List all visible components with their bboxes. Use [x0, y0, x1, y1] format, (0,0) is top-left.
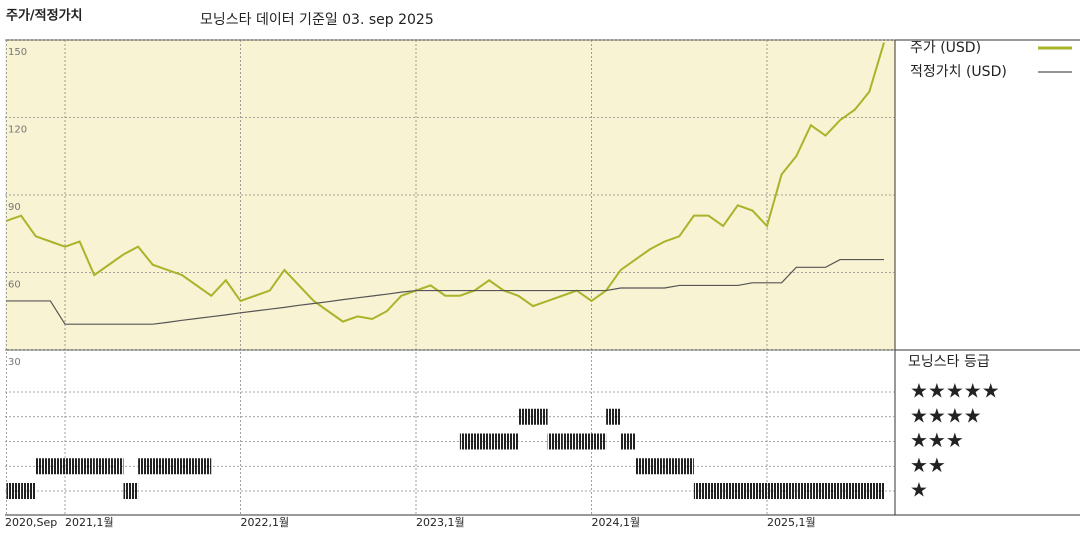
rating-bar: [123, 483, 139, 499]
rating-bar: [518, 408, 533, 425]
rating-title: 모닝스타 등급: [908, 354, 990, 370]
rating-bar: [884, 483, 885, 499]
rating-bar: [6, 483, 22, 499]
rating-level-label: ★★★: [910, 428, 964, 452]
rating-bar: [869, 483, 884, 499]
rating-bar: [854, 483, 870, 499]
rating-bar: [723, 483, 738, 499]
rating-bar: [737, 483, 753, 499]
rating-bar: [167, 458, 182, 475]
rating-bar: [79, 458, 95, 475]
rating-bar: [620, 433, 636, 450]
x-tick-label: 2023,1월: [416, 516, 465, 529]
rating-level-label: ★★★★★: [910, 379, 1000, 403]
rating-bar: [21, 483, 36, 499]
rating-bar: [65, 458, 80, 475]
rating-bar: [138, 458, 153, 475]
legend-label: 적정가치 (USD): [910, 64, 1007, 80]
y-tick-label: 150: [8, 47, 27, 58]
rating-bar: [94, 458, 109, 475]
rating-bar: [562, 433, 577, 450]
y-tick-label: 120: [8, 125, 27, 136]
rating-bar: [108, 458, 124, 475]
rating-bar: [708, 483, 724, 499]
rating-bar: [576, 433, 592, 450]
rating-bar: [547, 433, 563, 450]
rating-bar: [503, 433, 519, 450]
x-tick-label: 2020,Sep: [5, 516, 57, 529]
rating-bar: [35, 458, 51, 475]
rating-bar: [752, 483, 767, 499]
x-tick-label: 2021,1월: [65, 516, 114, 529]
rating-bar: [840, 483, 855, 499]
y-tick-label: 30: [8, 357, 21, 368]
series-line: [6, 258, 884, 325]
rating-level-label: ★★: [910, 453, 946, 477]
rating-bar: [591, 433, 607, 450]
rating-bar: [767, 483, 782, 499]
rating-bar: [50, 458, 65, 475]
chart-subtitle: 모닝스타 데이터 기준일 03. sep 2025: [200, 12, 434, 28]
rating-bar: [693, 483, 709, 499]
rating-bar: [664, 458, 680, 475]
rating-bar: [474, 433, 490, 450]
rating-bar: [796, 483, 811, 499]
rating-bar: [606, 408, 621, 425]
x-tick-label: 2022,1월: [241, 516, 290, 529]
y-tick-label: 90: [8, 202, 21, 213]
rating-bar: [152, 458, 168, 475]
rating-bar: [533, 408, 548, 425]
x-tick-label: 2024,1월: [592, 516, 641, 529]
rating-bar: [489, 433, 504, 450]
y-tick-label: 60: [8, 280, 21, 291]
legend-label: 주가 (USD): [910, 40, 981, 56]
rating-bar: [459, 433, 475, 450]
rating-bar: [635, 458, 650, 475]
x-tick-label: 2025,1월: [767, 516, 816, 529]
series-line: [6, 42, 885, 323]
rating-bar: [781, 483, 797, 499]
rating-bar: [182, 458, 197, 475]
rating-level-label: ★★★★: [910, 403, 982, 427]
rating-bar: [650, 458, 665, 475]
rating-bar: [825, 483, 841, 499]
chart-title: 주가/적정가치: [6, 8, 83, 24]
rating-bar: [810, 483, 826, 499]
rating-bar: [196, 458, 212, 475]
rating-bar: [679, 458, 694, 475]
rating-level-label: ★: [910, 478, 928, 502]
